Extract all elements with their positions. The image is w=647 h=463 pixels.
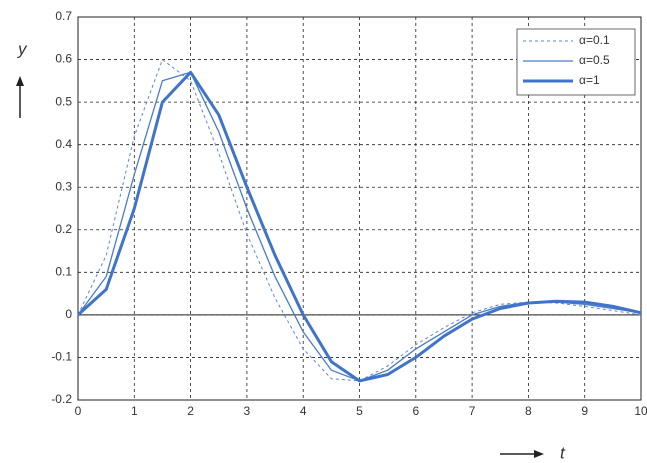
y-tick-label: -0.2 xyxy=(51,392,72,406)
y-tick-label: 0.5 xyxy=(55,94,72,108)
x-tick-label: 1 xyxy=(131,404,138,418)
x-tick-label: 2 xyxy=(187,404,194,418)
legend-label: α=1 xyxy=(579,73,600,87)
x-tick-label: 5 xyxy=(356,404,363,418)
x-tick-label: 3 xyxy=(244,404,251,418)
legend-label: α=0.5 xyxy=(579,53,610,67)
x-tick-label: 4 xyxy=(300,404,307,418)
y-tick-label: 0.1 xyxy=(55,265,72,279)
chart: y t -0.2-0.100.10.20.30.40.50.60.7012345… xyxy=(0,0,647,463)
legend-label: α=0.1 xyxy=(579,33,610,47)
y-tick-label: 0 xyxy=(65,307,72,321)
x-tick-label: 6 xyxy=(412,404,419,418)
x-tick-label: 7 xyxy=(469,404,476,418)
x-tick-label: 9 xyxy=(581,404,588,418)
y-tick-label: 0.2 xyxy=(55,222,72,236)
x-tick-label: 0 xyxy=(75,404,82,418)
y-tick-label: 0.4 xyxy=(55,137,72,151)
y-tick-label: 0.7 xyxy=(55,9,72,23)
y-tick-label: 0.3 xyxy=(55,179,72,193)
legend-box xyxy=(517,29,635,95)
x-tick-label: 10 xyxy=(634,404,647,418)
y-tick-label: -0.1 xyxy=(51,350,72,364)
x-tick-label: 8 xyxy=(525,404,532,418)
y-axis-label: y xyxy=(17,39,28,58)
y-tick-label: 0.6 xyxy=(55,52,72,66)
